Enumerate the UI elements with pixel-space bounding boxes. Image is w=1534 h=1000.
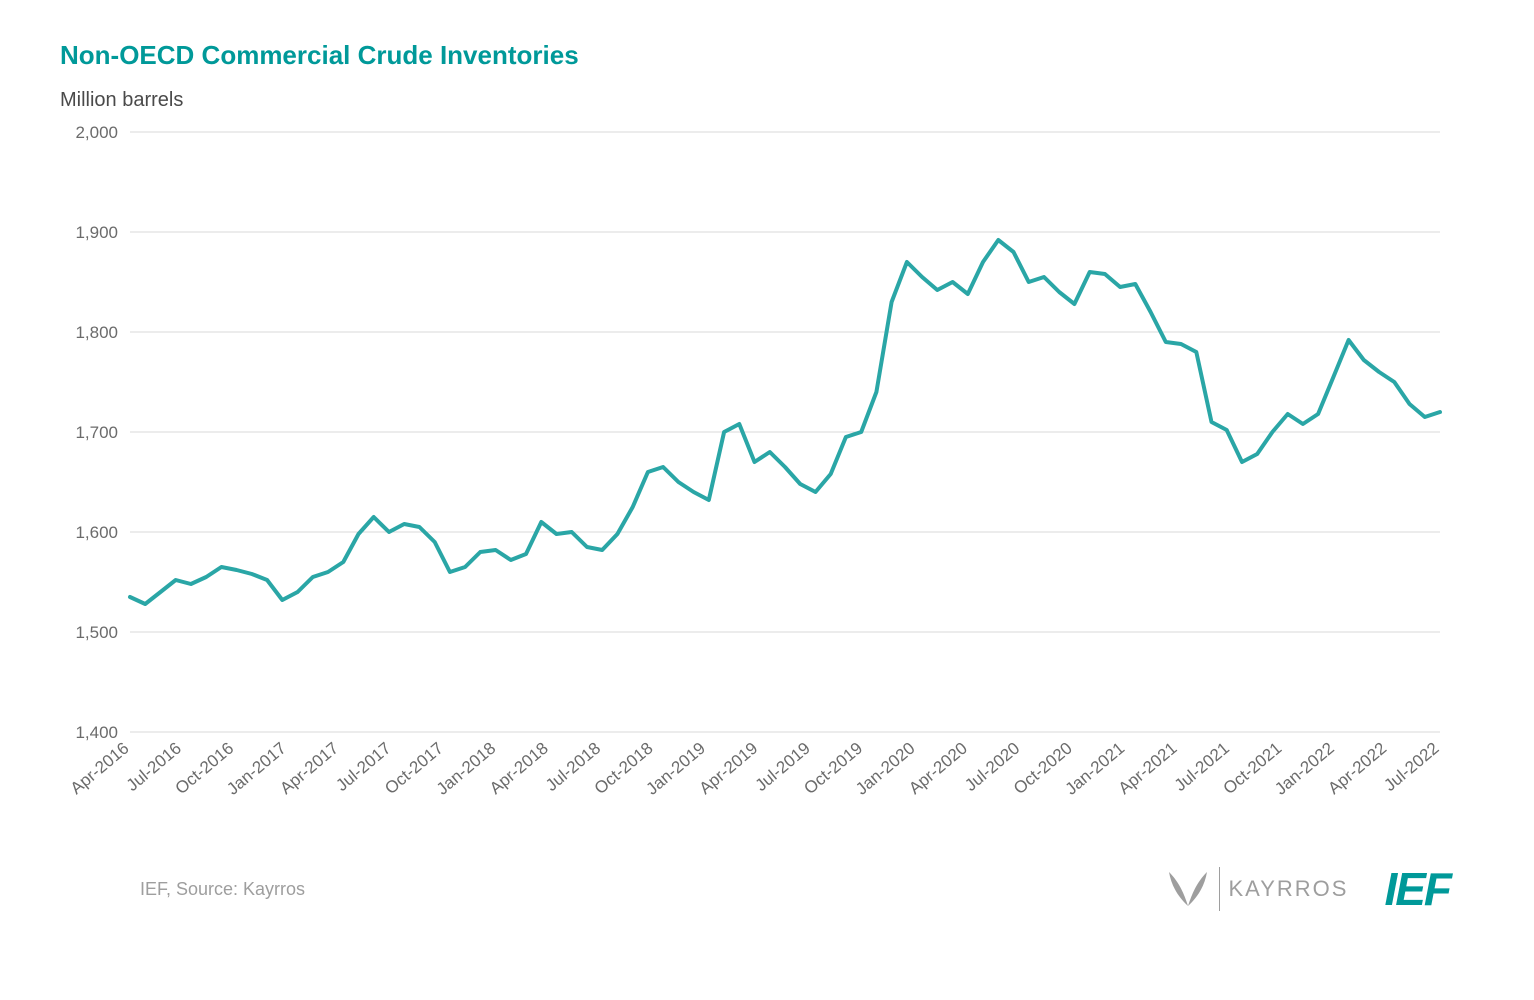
footer: IEF, Source: Kayrros KAYRROS IEF	[60, 862, 1460, 916]
svg-text:Apr-2020: Apr-2020	[905, 739, 971, 799]
logos: KAYRROS IEF	[1165, 862, 1450, 916]
svg-text:Apr-2021: Apr-2021	[1115, 739, 1181, 799]
ief-logo: IEF	[1384, 862, 1450, 916]
source-text: IEF, Source: Kayrros	[140, 879, 305, 900]
svg-text:Jan-2020: Jan-2020	[852, 739, 919, 799]
logo-divider	[1219, 867, 1220, 911]
svg-text:Jan-2022: Jan-2022	[1271, 739, 1338, 799]
svg-text:Apr-2022: Apr-2022	[1324, 739, 1390, 799]
svg-text:Jan-2019: Jan-2019	[642, 739, 709, 799]
svg-text:Apr-2016: Apr-2016	[67, 739, 133, 799]
svg-text:Jul-2022: Jul-2022	[1380, 739, 1442, 795]
svg-text:Jan-2018: Jan-2018	[433, 739, 500, 799]
svg-text:1,500: 1,500	[75, 623, 118, 642]
svg-text:Apr-2019: Apr-2019	[696, 739, 762, 799]
svg-text:Jan-2021: Jan-2021	[1062, 739, 1129, 799]
chart-area: 1,400 1,500 1,600 1,700 1,800 1,900 2,000 Apr-2…	[60, 122, 1460, 842]
svg-text:2,000: 2,000	[75, 123, 118, 142]
kayrros-label: KAYRROS	[1228, 876, 1348, 902]
svg-text:Apr-2018: Apr-2018	[486, 739, 552, 799]
svg-text:Apr-2017: Apr-2017	[276, 739, 342, 799]
svg-text:1,600: 1,600	[75, 523, 118, 542]
chart-title: Non-OECD Commercial Crude Inventories	[60, 40, 1474, 71]
svg-text:1,700: 1,700	[75, 423, 118, 442]
kayrros-wings-icon	[1165, 866, 1211, 912]
chart-subtitle: Million barrels	[60, 89, 1474, 112]
svg-text:1,800: 1,800	[75, 323, 118, 342]
svg-text:Jan-2017: Jan-2017	[223, 739, 290, 799]
line-chart-svg: 1,400 1,500 1,600 1,700 1,800 1,900 2,000 Apr-2…	[60, 122, 1460, 842]
kayrros-logo: KAYRROS	[1165, 866, 1348, 912]
svg-text:1,400: 1,400	[75, 723, 118, 742]
svg-text:1,900: 1,900	[75, 223, 118, 242]
